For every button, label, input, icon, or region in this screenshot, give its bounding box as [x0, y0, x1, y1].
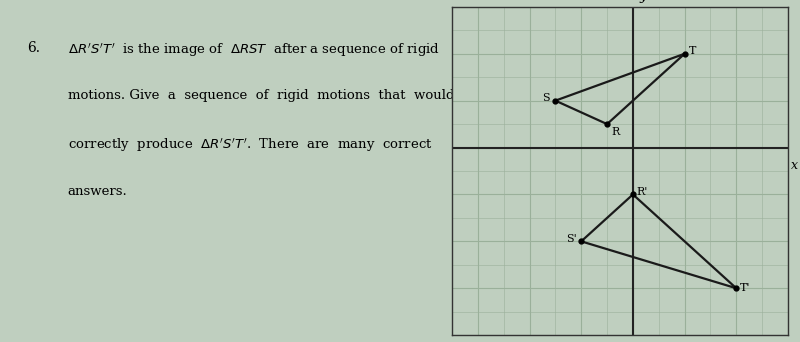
Text: x: x [790, 159, 798, 172]
Text: y: y [639, 0, 646, 3]
Text: motions. Give  a  sequence  of  rigid  motions  that  would: motions. Give a sequence of rigid motion… [68, 89, 454, 102]
Text: T: T [689, 47, 696, 56]
Text: R': R' [637, 187, 648, 197]
Text: 6.: 6. [27, 41, 40, 55]
Text: correctly  produce  $\Delta R'S'T'$.  There  are  many  correct: correctly produce $\Delta R'S'T'$. There… [68, 137, 432, 154]
Text: $\Delta R'S'T'$  is the image of  $\Delta RST$  after a sequence of rigid: $\Delta R'S'T'$ is the image of $\Delta … [68, 41, 440, 58]
Text: R: R [611, 127, 619, 137]
Text: answers.: answers. [68, 185, 127, 198]
Text: T': T' [740, 283, 750, 293]
Text: S: S [542, 93, 550, 103]
Text: S': S' [566, 234, 577, 244]
